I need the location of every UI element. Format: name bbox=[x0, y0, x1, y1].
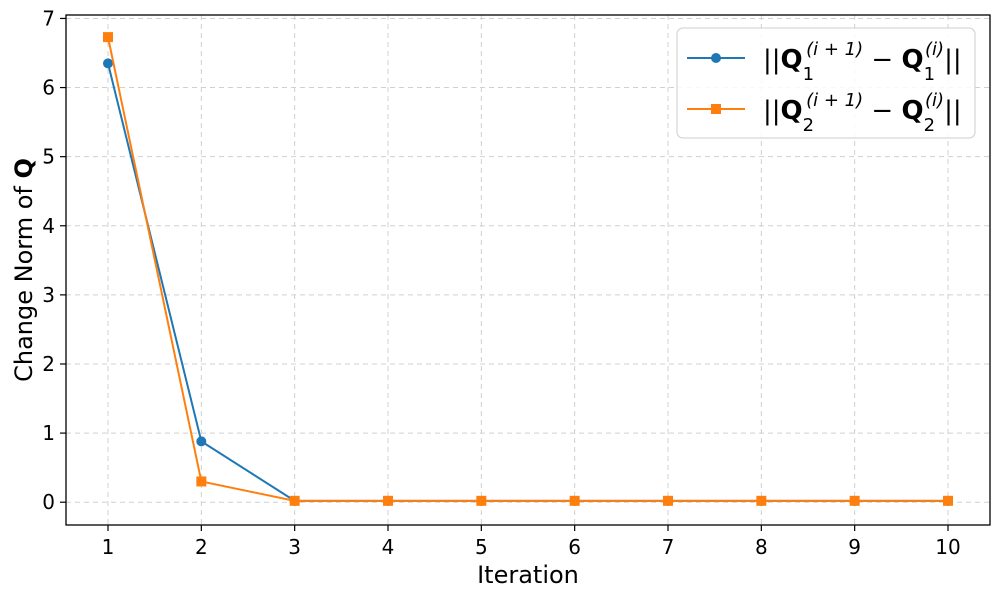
x-tick-label: 3 bbox=[288, 535, 301, 559]
x-tick-label: 9 bbox=[848, 535, 861, 559]
series-line bbox=[107, 36, 948, 502]
data-point bbox=[476, 495, 487, 506]
x-tick-label: 5 bbox=[475, 535, 488, 559]
legend-label: ||Q2(i + 1) − Q2(i)|| bbox=[763, 90, 962, 136]
y-tick-label: 1 bbox=[42, 421, 55, 445]
x-tick-label: 6 bbox=[568, 535, 581, 559]
x-axis-title: Iteration bbox=[477, 561, 579, 589]
data-point bbox=[103, 32, 113, 43]
data-point bbox=[196, 476, 207, 487]
x-tick-label: 10 bbox=[935, 535, 960, 559]
legend-marker bbox=[711, 53, 721, 63]
legend-label-part: Q bbox=[901, 45, 923, 75]
legend: ||Q1(i + 1) − Q1(i)||||Q2(i + 1) − Q2(i)… bbox=[676, 27, 976, 139]
y-tick-label: 2 bbox=[42, 352, 55, 376]
y-axis-title-prefix: Change Norm of bbox=[10, 179, 38, 382]
legend-label-part: (i) bbox=[925, 90, 944, 111]
y-tick-label: 6 bbox=[42, 76, 55, 100]
data-point bbox=[756, 495, 767, 506]
legend-label-part: Q bbox=[781, 96, 803, 126]
legend-label-part: − bbox=[863, 45, 901, 75]
legend-marker bbox=[711, 104, 721, 114]
legend-label-part: || bbox=[944, 96, 962, 126]
legend-label: ||Q1(i + 1) − Q1(i)|| bbox=[763, 39, 962, 85]
x-ticks: 1 2 3 4 5 6 7 8 9 10 bbox=[102, 525, 961, 559]
y-tick-label: 7 bbox=[42, 6, 55, 30]
y-tick-label: 4 bbox=[42, 214, 55, 238]
legend-label-part: (i) bbox=[925, 39, 944, 60]
data-point bbox=[943, 495, 953, 506]
legend-label-part: 2 bbox=[803, 115, 814, 136]
legend-label-part: Q bbox=[901, 96, 923, 126]
data-point bbox=[103, 58, 113, 69]
legend-label-part: (i + 1) bbox=[806, 90, 863, 111]
x-tick-label: 8 bbox=[755, 535, 768, 559]
legend-label-part: (i + 1) bbox=[806, 39, 863, 60]
data-point bbox=[289, 495, 300, 506]
y-tick-label: 3 bbox=[42, 283, 55, 307]
data-point bbox=[196, 436, 207, 447]
legend-label-part: 1 bbox=[924, 64, 935, 85]
y-ticks: 0 1 2 3 4 5 6 7 bbox=[42, 6, 66, 514]
x-tick-label: 1 bbox=[102, 535, 115, 559]
data-point bbox=[849, 495, 860, 506]
plot-frame bbox=[65, 14, 991, 526]
legend-label-part: − bbox=[863, 96, 901, 126]
x-tick-label: 2 bbox=[195, 535, 208, 559]
legend-box bbox=[676, 27, 976, 139]
legend-label-part: || bbox=[944, 45, 962, 75]
x-tick-label: 7 bbox=[662, 535, 675, 559]
legend-label-part: 1 bbox=[803, 64, 814, 85]
legend-label-part: Q bbox=[781, 45, 803, 75]
series-layer bbox=[103, 32, 953, 506]
y-axis-title-symbol: Q bbox=[10, 158, 38, 178]
y-tick-label: 0 bbox=[42, 490, 55, 514]
data-point bbox=[663, 495, 673, 506]
series-2 bbox=[103, 32, 953, 506]
legend-label-part: 2 bbox=[924, 115, 935, 136]
data-point bbox=[383, 495, 393, 506]
x-tick-label: 4 bbox=[382, 535, 395, 559]
y-tick-label: 5 bbox=[42, 145, 55, 169]
legend-label-part: || bbox=[763, 96, 781, 126]
data-point bbox=[569, 495, 580, 506]
y-axis-title: Change Norm of Q bbox=[10, 158, 38, 382]
legend-label-part: || bbox=[763, 45, 781, 75]
